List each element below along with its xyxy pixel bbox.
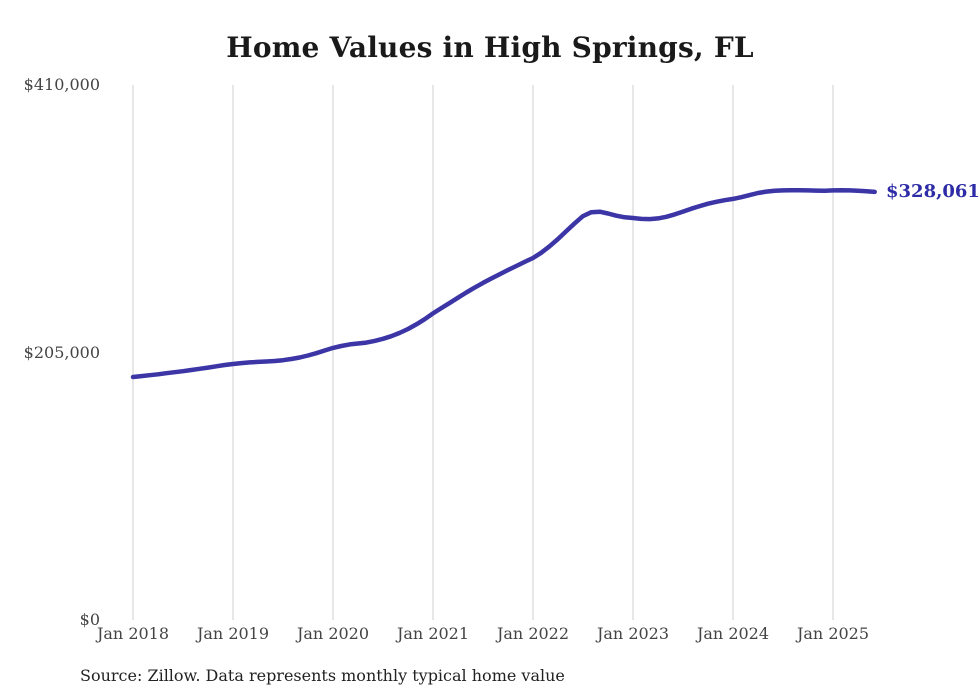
y-tick-label: $205,000 [23, 342, 100, 362]
chart-title: Home Values in High Springs, FL [226, 31, 754, 64]
x-tick-label: Jan 2024 [696, 624, 770, 643]
x-tick-label: Jan 2025 [796, 624, 870, 643]
home-value-line [130, 188, 877, 380]
source-note: Source: Zillow. Data represents monthly … [80, 666, 565, 685]
x-tick-label: Jan 2023 [596, 624, 670, 643]
x-tick-label: Jan 2019 [196, 624, 270, 643]
end-value-label: $328,061 [886, 180, 980, 202]
x-tick-label: Jan 2022 [496, 624, 570, 643]
x-tick-label: Jan 2021 [396, 624, 470, 643]
y-tick-label: $0 [79, 610, 100, 629]
gridlines [132, 85, 834, 620]
x-tick-label: Jan 2020 [296, 624, 370, 643]
x-tick-label: Jan 2018 [96, 624, 170, 643]
y-tick-label: $410,000 [23, 75, 100, 94]
